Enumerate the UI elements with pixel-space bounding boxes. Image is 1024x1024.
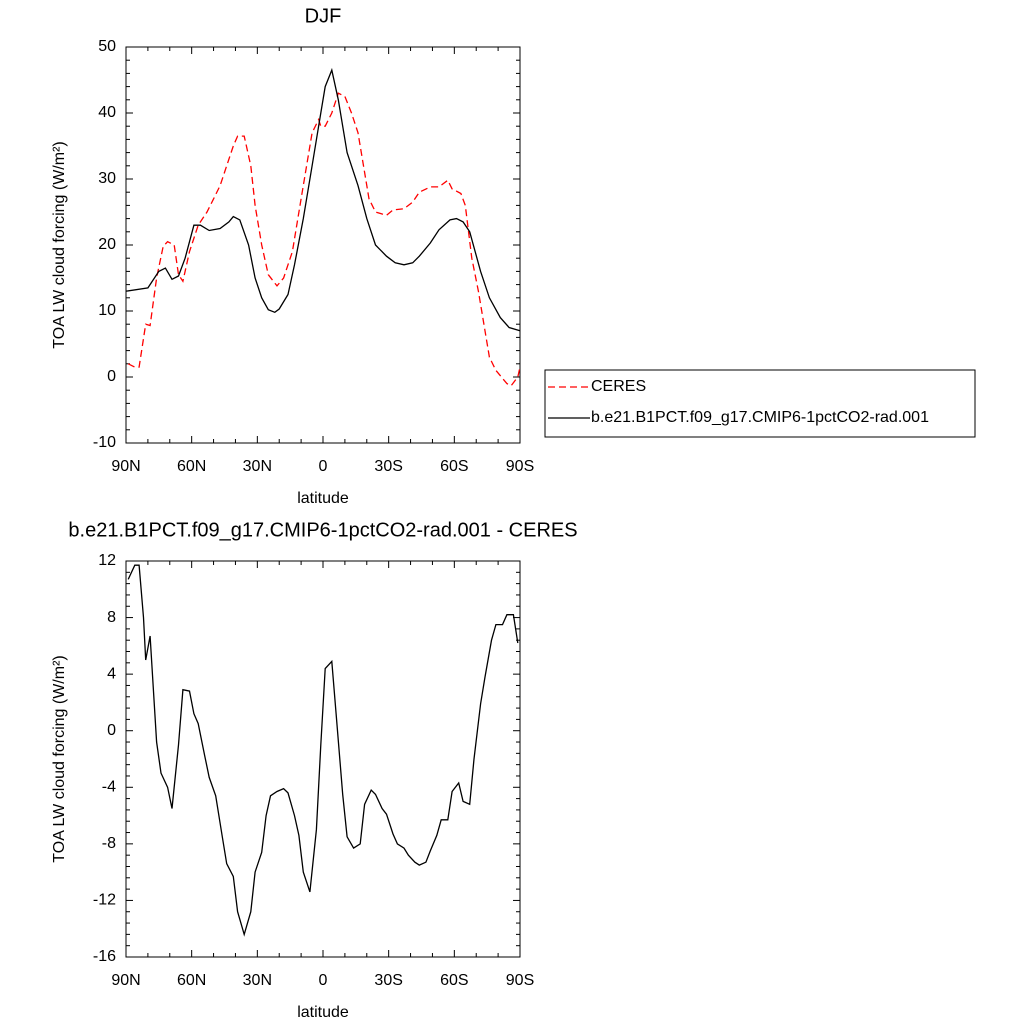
y-tick-label: -8 bbox=[102, 835, 116, 852]
legend-label: b.e21.B1PCT.f09_g17.CMIP6-1pctCO2-rad.00… bbox=[591, 409, 929, 426]
y-tick-label: 0 bbox=[107, 722, 116, 739]
plot-frame bbox=[125, 46, 521, 444]
x-tick-label: 30N bbox=[243, 458, 272, 475]
x-tick-label: 60S bbox=[440, 972, 468, 989]
series-line bbox=[127, 92, 521, 387]
x-axis-label: latitude bbox=[297, 490, 349, 507]
y-tick-label: -10 bbox=[93, 434, 116, 451]
x-tick-label: 30S bbox=[374, 972, 402, 989]
y-tick-label: 8 bbox=[107, 609, 116, 626]
y-tick-label: 50 bbox=[98, 38, 116, 55]
legend-box bbox=[544, 369, 976, 438]
x-tick-label: 90S bbox=[506, 972, 534, 989]
y-tick-label: 40 bbox=[98, 104, 116, 121]
x-tick-label: 0 bbox=[319, 458, 328, 475]
y-tick-label: 10 bbox=[98, 302, 116, 319]
y-tick-label: 0 bbox=[107, 368, 116, 385]
series-line bbox=[127, 564, 519, 937]
x-tick-label: 60N bbox=[177, 972, 206, 989]
y-tick-label: 12 bbox=[98, 552, 116, 569]
plot-frame bbox=[125, 560, 521, 958]
y-tick-label: -4 bbox=[102, 779, 116, 796]
x-axis-label: latitude bbox=[297, 1004, 349, 1021]
x-tick-label: 60S bbox=[440, 458, 468, 475]
y-tick-label: 4 bbox=[107, 665, 116, 682]
chart-title: DJF bbox=[305, 5, 342, 27]
y-tick-label: 20 bbox=[98, 236, 116, 253]
series-line bbox=[125, 67, 521, 332]
y-axis-label: TOA LW cloud forcing (W/m²) bbox=[51, 655, 68, 862]
x-tick-label: 90S bbox=[506, 458, 534, 475]
chart-title: b.e21.B1PCT.f09_g17.CMIP6-1pctCO2-rad.00… bbox=[68, 519, 577, 541]
y-tick-label: 30 bbox=[98, 170, 116, 187]
x-tick-label: 0 bbox=[319, 972, 328, 989]
x-tick-label: 30N bbox=[243, 972, 272, 989]
x-tick-label: 30S bbox=[374, 458, 402, 475]
x-tick-label: 60N bbox=[177, 458, 206, 475]
x-tick-label: 90N bbox=[111, 972, 140, 989]
y-tick-label: -16 bbox=[93, 948, 116, 965]
legend-label: CERES bbox=[591, 378, 646, 395]
y-tick-label: -12 bbox=[93, 892, 116, 909]
y-axis-label: TOA LW cloud forcing (W/m²) bbox=[51, 141, 68, 348]
x-tick-label: 90N bbox=[111, 458, 140, 475]
